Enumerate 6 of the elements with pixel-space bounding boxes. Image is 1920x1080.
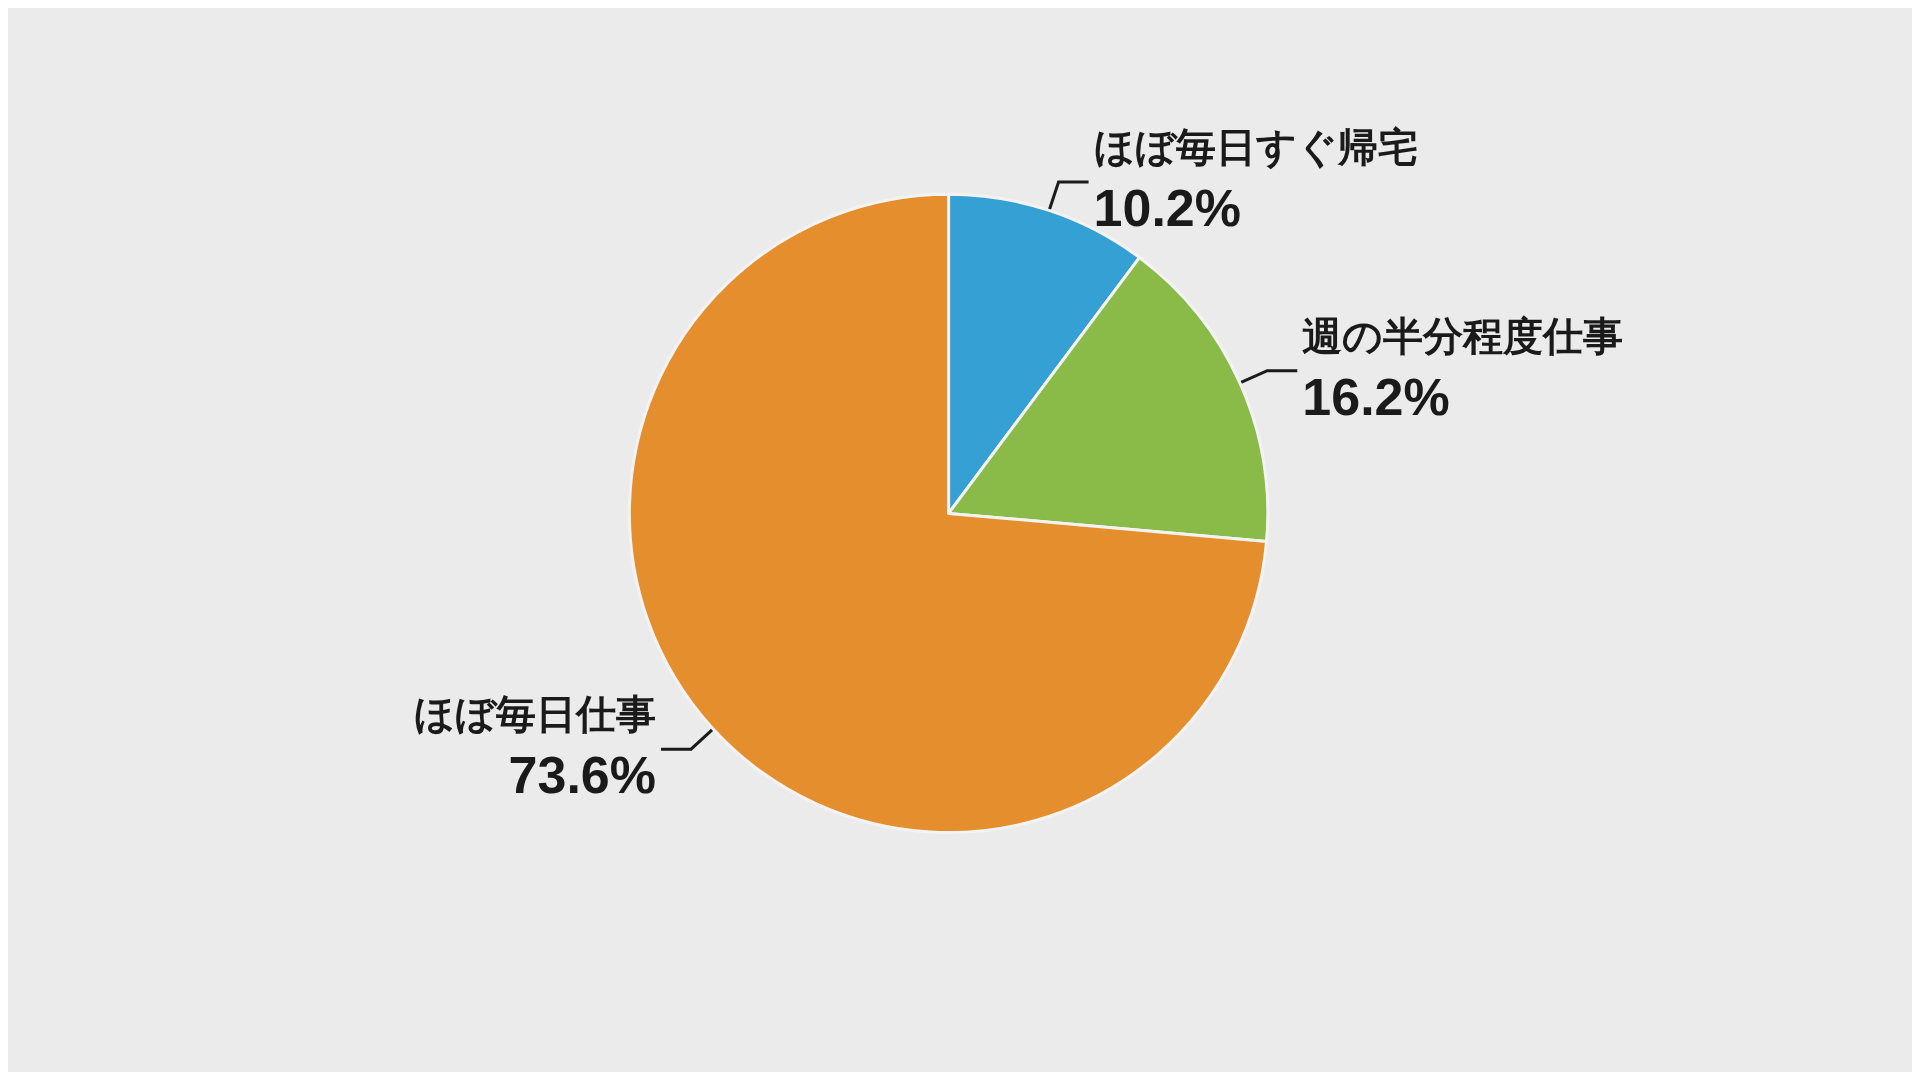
data-label: 10.2% [1093,178,1242,237]
data-label: 73.6% [508,746,657,805]
slice-label: ほぼ毎日仕事 [414,691,657,738]
slice-label: 週の半分程度仕事 [1302,312,1624,359]
slice-label: ほぼ毎日すぐ帰宅 [1093,123,1418,170]
data-label: 16.2% [1302,367,1450,426]
